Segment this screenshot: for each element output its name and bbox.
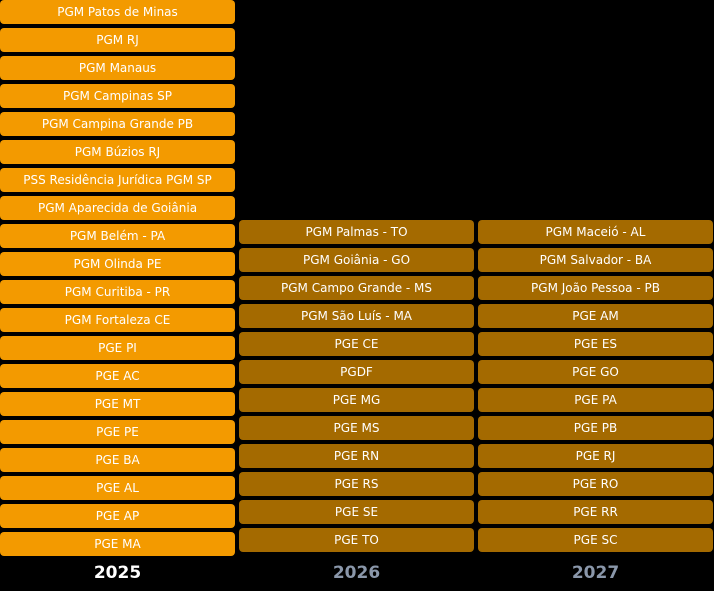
list-item: PGM João Pessoa - PB (478, 276, 713, 300)
list-item: PGE RN (239, 444, 474, 468)
list-item: PGE CE (239, 332, 474, 356)
list-item: PGE RJ (478, 444, 713, 468)
list-item: PGE SC (478, 528, 713, 552)
list-item: PGE ES (478, 332, 713, 356)
list-item: PGE MG (239, 388, 474, 412)
list-item: PGM Aparecida de Goiânia (0, 196, 235, 220)
list-item: PGDF (239, 360, 474, 384)
list-item: PGM Campinas SP (0, 84, 235, 108)
list-item: PGE PB (478, 416, 713, 440)
list-item: PGM Belém - PA (0, 224, 235, 248)
list-item: PGE AL (0, 476, 235, 500)
year-label-2027: 2027 (571, 563, 620, 583)
list-item: PSS Residência Jurídica PGM SP (0, 168, 235, 192)
column-2025: PGM Patos de Minas PGM RJ PGM Manaus PGM Ca… (0, 0, 235, 560)
list-item: PGE MS (239, 416, 474, 440)
column-2026: PGM Palmas - TO PGM Goiânia - GO PGM Campo… (239, 220, 474, 556)
list-item: PGE RO (478, 472, 713, 496)
list-item: PGM Maceió - AL (478, 220, 713, 244)
list-item: PGE MA (0, 532, 235, 556)
list-item: PGM Curitiba - PR (0, 280, 235, 304)
list-item: PGE AC (0, 364, 235, 388)
list-item: PGE PA (478, 388, 713, 412)
column-2027: PGM Maceió - AL PGM Salvador - BA PGM João… (478, 220, 713, 556)
list-item: PGE MT (0, 392, 235, 416)
list-item: PGM Búzios RJ (0, 140, 235, 164)
list-item: PGE AM (478, 304, 713, 328)
list-item: PGE GO (478, 360, 713, 384)
list-item: PGM Palmas - TO (239, 220, 474, 244)
list-item: PGM São Luís - MA (239, 304, 474, 328)
list-item: PGE RR (478, 500, 713, 524)
list-item: PGE AP (0, 504, 235, 528)
list-item: PGE SE (239, 500, 474, 524)
list-item: PGM Salvador - BA (478, 248, 713, 272)
list-item: PGE PI (0, 336, 235, 360)
list-item: PGM Campo Grande - MS (239, 276, 474, 300)
list-item: PGM RJ (0, 28, 235, 52)
list-item: PGE BA (0, 448, 235, 472)
list-item: PGM Manaus (0, 56, 235, 80)
list-item: PGM Goiânia - GO (239, 248, 474, 272)
list-item: PGE RS (239, 472, 474, 496)
list-item: PGM Campina Grande PB (0, 112, 235, 136)
year-label-2025: 2025 (93, 563, 142, 583)
list-item: PGE PE (0, 420, 235, 444)
list-item: PGM Fortaleza CE (0, 308, 235, 332)
list-item: PGM Patos de Minas (0, 0, 235, 24)
year-label-2026: 2026 (332, 563, 381, 583)
list-item: PGM Olinda PE (0, 252, 235, 276)
list-item: PGE TO (239, 528, 474, 552)
